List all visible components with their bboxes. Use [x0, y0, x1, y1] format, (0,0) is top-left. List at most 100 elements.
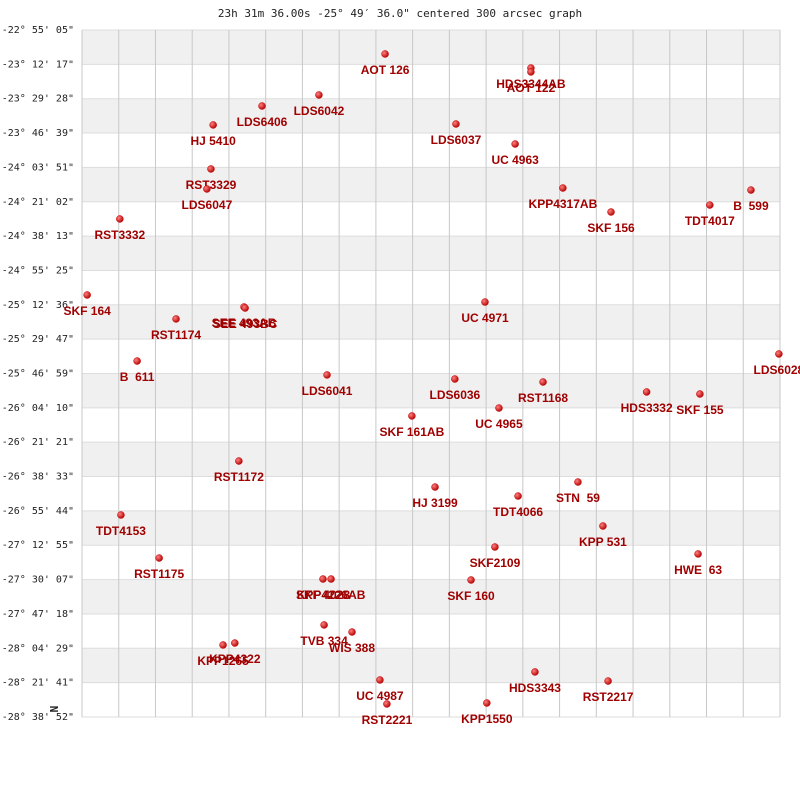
- star-label: RST1175: [134, 567, 184, 581]
- star-label: SEE 493BC: [213, 317, 278, 331]
- star-label: KPP4317AB: [529, 197, 598, 211]
- star-label: SKF2109: [470, 556, 521, 570]
- star-label: RST1174: [151, 328, 201, 342]
- star: [172, 315, 180, 323]
- compass-north: N: [48, 706, 61, 713]
- star: [408, 412, 416, 420]
- star: [514, 492, 522, 500]
- band: [82, 167, 780, 202]
- star: [207, 165, 215, 173]
- star-label: LDS6042: [294, 104, 345, 118]
- band: [82, 407, 780, 443]
- band: [82, 270, 780, 305]
- star: [117, 511, 125, 519]
- plot-background: [81, 29, 781, 718]
- band: [82, 201, 780, 237]
- band: [82, 682, 780, 717]
- star: [235, 457, 243, 465]
- band: [82, 613, 780, 649]
- band: [82, 133, 780, 168]
- star: [327, 575, 335, 583]
- star-label: LDS6406: [237, 115, 288, 129]
- y-tick-label: -27° 30' 07": [2, 575, 74, 586]
- star: [511, 140, 519, 148]
- star-label: KPP4226AB: [297, 588, 366, 602]
- star: [209, 121, 217, 129]
- y-tick-label: -28° 38' 52": [2, 712, 74, 723]
- y-tick-label: -24° 55' 25": [2, 265, 74, 276]
- band: [82, 236, 780, 271]
- star: [747, 186, 755, 194]
- star: [775, 350, 783, 358]
- star-label: AOT 126: [361, 63, 410, 77]
- band: [82, 648, 780, 683]
- star-label: SEE 493AB: [212, 316, 277, 330]
- star-label: TVB 334: [300, 634, 348, 648]
- star-label: SKF 155: [676, 403, 724, 417]
- star-label: HWE 63: [674, 563, 722, 577]
- chart-title: 23h 31m 36.00s -25° 49′ 36.0" centered 3…: [218, 7, 582, 20]
- band: [82, 339, 780, 374]
- star: [495, 404, 503, 412]
- y-tick-label: -27° 47' 18": [2, 609, 74, 620]
- star: [694, 550, 702, 558]
- star: [431, 483, 439, 491]
- star-label: B 599: [733, 199, 769, 213]
- band: [82, 373, 780, 408]
- band: [82, 510, 780, 546]
- star-label: RST2221: [362, 713, 413, 727]
- star-label: HDS3343: [509, 681, 561, 695]
- band: [82, 579, 780, 614]
- star: [491, 543, 499, 551]
- star-label: TDT4153: [96, 524, 146, 538]
- star: [319, 575, 327, 583]
- star-label: HDS3332: [621, 401, 673, 415]
- y-tick-label: -24° 21' 02": [2, 197, 74, 208]
- star-label: TDT4066: [493, 505, 543, 519]
- star-label: HDS3344AB: [496, 77, 566, 91]
- star-label: SKF 161AB: [380, 425, 445, 439]
- star: [481, 298, 489, 306]
- star-label: SKF 4028: [296, 588, 350, 602]
- star-label: RST2217: [583, 690, 634, 704]
- star: [219, 641, 227, 649]
- star: [451, 375, 459, 383]
- band: [82, 442, 780, 477]
- star-label: TDT4017: [685, 214, 735, 228]
- star: [320, 621, 328, 629]
- star: [696, 390, 704, 398]
- star-label: AOT 122: [507, 81, 556, 95]
- star: [559, 184, 567, 192]
- star: [467, 576, 475, 584]
- star-label: HJ 5410: [190, 134, 236, 148]
- star: [133, 357, 141, 365]
- star: [604, 677, 612, 685]
- star-label: SKF 160: [447, 589, 495, 603]
- y-tick-label: -24° 03' 51": [2, 162, 74, 173]
- star: [381, 50, 389, 58]
- star: [383, 700, 391, 708]
- band: [82, 545, 780, 580]
- star: [231, 639, 239, 647]
- star: [539, 378, 547, 386]
- star-label: KPP 531: [579, 535, 627, 549]
- star-label: LDS6037: [431, 133, 482, 147]
- star-label: SKF 164: [63, 304, 111, 318]
- band: [82, 64, 780, 99]
- star-label: WIS 388: [329, 641, 375, 655]
- star: [376, 676, 384, 684]
- star-label: RST1172: [214, 470, 264, 484]
- star-label: LDS6041: [302, 384, 353, 398]
- star: [642, 388, 651, 396]
- y-tick-label: -28° 21' 41": [2, 678, 74, 689]
- star: [116, 215, 124, 223]
- band: [82, 304, 780, 340]
- star-label: KPP1550: [461, 712, 513, 726]
- y-tick-label: -26° 21' 21": [2, 437, 74, 448]
- y-tick-label: -25° 29' 47": [2, 334, 74, 345]
- star: [531, 668, 539, 676]
- y-tick-label: -24° 38' 13": [2, 231, 74, 242]
- star: [203, 185, 211, 193]
